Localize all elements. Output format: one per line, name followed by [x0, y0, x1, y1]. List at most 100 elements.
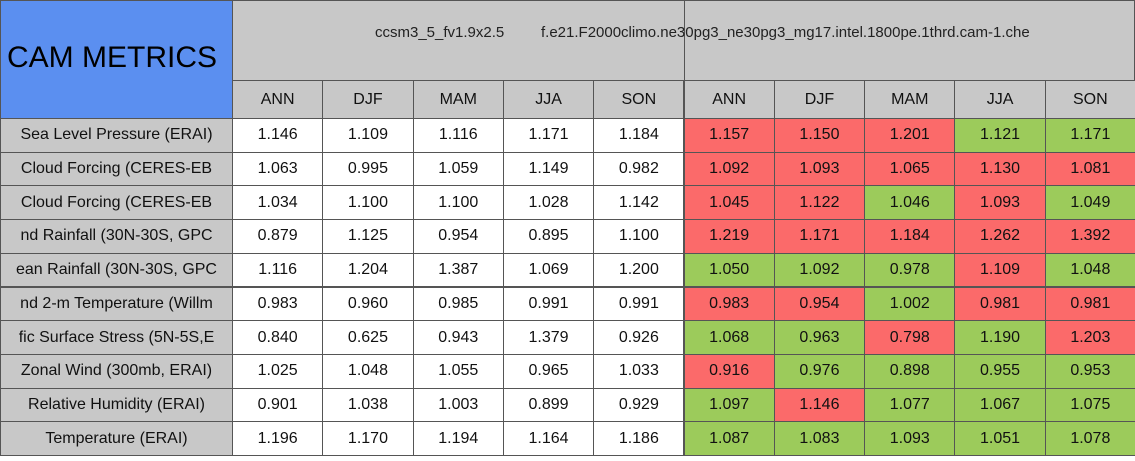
- metric-value: 0.978: [864, 252, 956, 288]
- metric-value: 0.991: [502, 286, 595, 322]
- metric-value: 0.895: [502, 219, 595, 254]
- group-header: ccsm3_5_fv1.9x2.5: [375, 24, 505, 41]
- metric-value: 1.092: [683, 151, 775, 187]
- metric-value: 1.194: [412, 421, 504, 456]
- metric-value: 0.879: [232, 219, 324, 254]
- metric-value: 0.953: [1044, 353, 1135, 389]
- column-header: MAM: [864, 80, 956, 119]
- metric-value: 1.130: [954, 151, 1046, 187]
- row-label: nd Rainfall (30N-30S, GPC: [0, 219, 233, 254]
- column-header: ANN: [683, 80, 775, 119]
- metric-value: 1.067: [954, 387, 1046, 423]
- metric-value: 1.203: [1044, 320, 1135, 355]
- metric-value: 1.387: [412, 252, 504, 288]
- metric-value: 1.093: [864, 421, 956, 456]
- metric-value: 0.982: [593, 151, 685, 187]
- metric-value: 1.171: [502, 118, 595, 153]
- metric-value: 1.171: [773, 219, 866, 254]
- row-label: Temperature (ERAI): [0, 421, 233, 456]
- metric-value: 0.995: [322, 151, 414, 187]
- metric-value: 1.055: [412, 353, 504, 389]
- metric-value: 1.069: [502, 252, 595, 288]
- row-label: Cloud Forcing (CERES-EB: [0, 185, 233, 221]
- metric-value: 1.028: [502, 185, 595, 221]
- metric-value: 0.899: [502, 387, 595, 423]
- metric-value: 1.170: [322, 421, 414, 456]
- metric-value: 1.025: [232, 353, 324, 389]
- metric-value: 1.100: [412, 185, 504, 221]
- metric-value: 1.097: [683, 387, 775, 423]
- metric-value: 1.050: [683, 252, 775, 288]
- metric-value: 0.898: [864, 353, 956, 389]
- metric-value: 0.926: [593, 320, 685, 355]
- row-label: Sea Level Pressure (ERAI): [0, 118, 233, 153]
- column-header: MAM: [412, 80, 504, 119]
- metric-value: 1.109: [954, 252, 1046, 288]
- metric-value: 0.983: [232, 286, 324, 322]
- metric-value: 1.003: [412, 387, 504, 423]
- metric-value: 1.116: [412, 118, 504, 153]
- metric-value: 1.065: [864, 151, 956, 187]
- table-title: CAM METRICS: [0, 0, 233, 119]
- metric-value: 1.100: [322, 185, 414, 221]
- metric-value: 1.038: [322, 387, 414, 423]
- metric-value: 1.048: [1044, 252, 1135, 288]
- metric-value: 1.186: [593, 421, 685, 456]
- metric-value: 1.392: [1044, 219, 1135, 254]
- metric-value: 0.916: [683, 353, 775, 389]
- column-header: DJF: [773, 80, 866, 119]
- metric-value: 1.121: [954, 118, 1046, 153]
- column-header: SON: [1044, 80, 1135, 119]
- metric-value: 0.991: [593, 286, 685, 322]
- metric-value: 1.046: [864, 185, 956, 221]
- metric-value: 1.063: [232, 151, 324, 187]
- row-label: Cloud Forcing (CERES-EB: [0, 151, 233, 187]
- metric-value: 0.985: [412, 286, 504, 322]
- metric-value: 1.078: [1044, 421, 1135, 456]
- metric-value: 1.142: [593, 185, 685, 221]
- group-header: f.e21.F2000climo.ne30pg3_ne30pg3_mg17.in…: [541, 24, 1030, 41]
- metric-value: 1.034: [232, 185, 324, 221]
- metric-value: 1.184: [593, 118, 685, 153]
- metric-value: 1.149: [502, 151, 595, 187]
- metric-value: 1.109: [322, 118, 414, 153]
- metric-value: 1.171: [1044, 118, 1135, 153]
- metric-value: 0.625: [322, 320, 414, 355]
- metric-value: 1.092: [773, 252, 866, 288]
- metric-value: 1.146: [773, 387, 866, 423]
- metric-value: 1.201: [864, 118, 956, 153]
- metric-value: 0.960: [322, 286, 414, 322]
- row-label: ean Rainfall (30N-30S, GPC: [0, 252, 233, 288]
- metric-value: 0.798: [864, 320, 956, 355]
- metric-value: 1.049: [1044, 185, 1135, 221]
- metric-value: 1.075: [1044, 387, 1135, 423]
- metric-value: 1.087: [683, 421, 775, 456]
- metric-value: 1.122: [773, 185, 866, 221]
- column-header: JJA: [954, 80, 1046, 119]
- group-header-cell: [232, 0, 685, 81]
- metric-value: 1.051: [954, 421, 1046, 456]
- metric-value: 1.033: [593, 353, 685, 389]
- metric-value: 1.045: [683, 185, 775, 221]
- metric-value: 1.048: [322, 353, 414, 389]
- metric-value: 1.125: [322, 219, 414, 254]
- metric-value: 0.955: [954, 353, 1046, 389]
- metric-value: 0.840: [232, 320, 324, 355]
- metric-value: 0.954: [412, 219, 504, 254]
- column-header: ANN: [232, 80, 324, 119]
- row-label: Zonal Wind (300mb, ERAI): [0, 353, 233, 389]
- metric-value: 1.190: [954, 320, 1046, 355]
- metric-value: 0.929: [593, 387, 685, 423]
- metric-value: 1.093: [954, 185, 1046, 221]
- metric-value: 1.083: [773, 421, 866, 456]
- metric-value: 1.379: [502, 320, 595, 355]
- metric-value: 1.146: [232, 118, 324, 153]
- metric-value: 1.219: [683, 219, 775, 254]
- metric-value: 1.262: [954, 219, 1046, 254]
- metric-value: 1.184: [864, 219, 956, 254]
- row-label: fic Surface Stress (5N-5S,E: [0, 320, 233, 355]
- metric-value: 0.965: [502, 353, 595, 389]
- column-header: SON: [593, 80, 685, 119]
- metric-value: 1.116: [232, 252, 324, 288]
